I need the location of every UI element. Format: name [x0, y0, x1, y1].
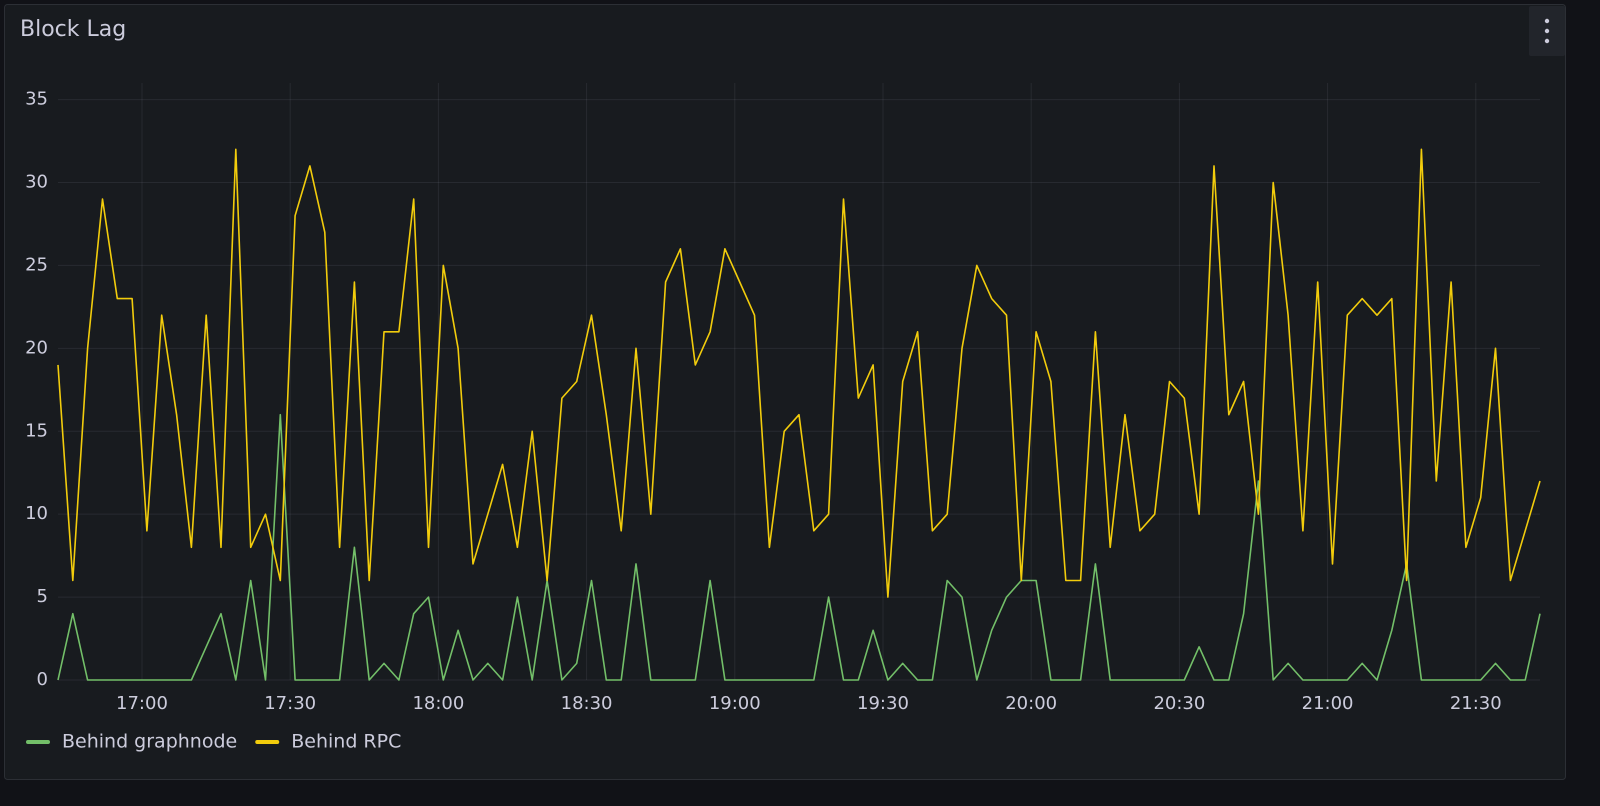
y-tick-label: 30: [25, 172, 48, 193]
x-tick-label: 20:30: [1153, 693, 1205, 714]
x-tick-label: 17:30: [264, 693, 316, 714]
menu-dot: [1544, 18, 1550, 24]
x-tick-label: 17:00: [116, 693, 168, 714]
x-tick-label: 19:30: [857, 693, 909, 714]
panel-menu[interactable]: [1529, 6, 1565, 56]
x-tick-label: 18:30: [561, 693, 613, 714]
x-tick-label: 21:00: [1302, 693, 1354, 714]
x-tick-label: 20:00: [1005, 693, 1057, 714]
y-tick-label: 5: [37, 586, 48, 607]
legend-label: Behind RPC: [291, 731, 401, 753]
x-tick-label: 19:00: [709, 693, 761, 714]
menu-dot: [1544, 38, 1550, 44]
chart-title: Block Lag: [20, 17, 126, 42]
series-line: [57, 148, 1541, 598]
panel-frame: [4, 4, 1566, 780]
y-tick-label: 15: [25, 420, 48, 441]
menu-dot: [1544, 28, 1550, 34]
series-line: [57, 413, 1541, 681]
y-tick-label: 20: [25, 337, 48, 358]
x-tick-label: 18:00: [412, 693, 464, 714]
x-tick-label: 21:30: [1450, 693, 1502, 714]
y-tick-label: 35: [25, 89, 48, 110]
y-tick-label: 10: [25, 503, 48, 524]
y-tick-label: 0: [37, 669, 48, 690]
y-tick-label: 25: [25, 254, 48, 275]
legend-label: Behind graphnode: [62, 731, 237, 753]
